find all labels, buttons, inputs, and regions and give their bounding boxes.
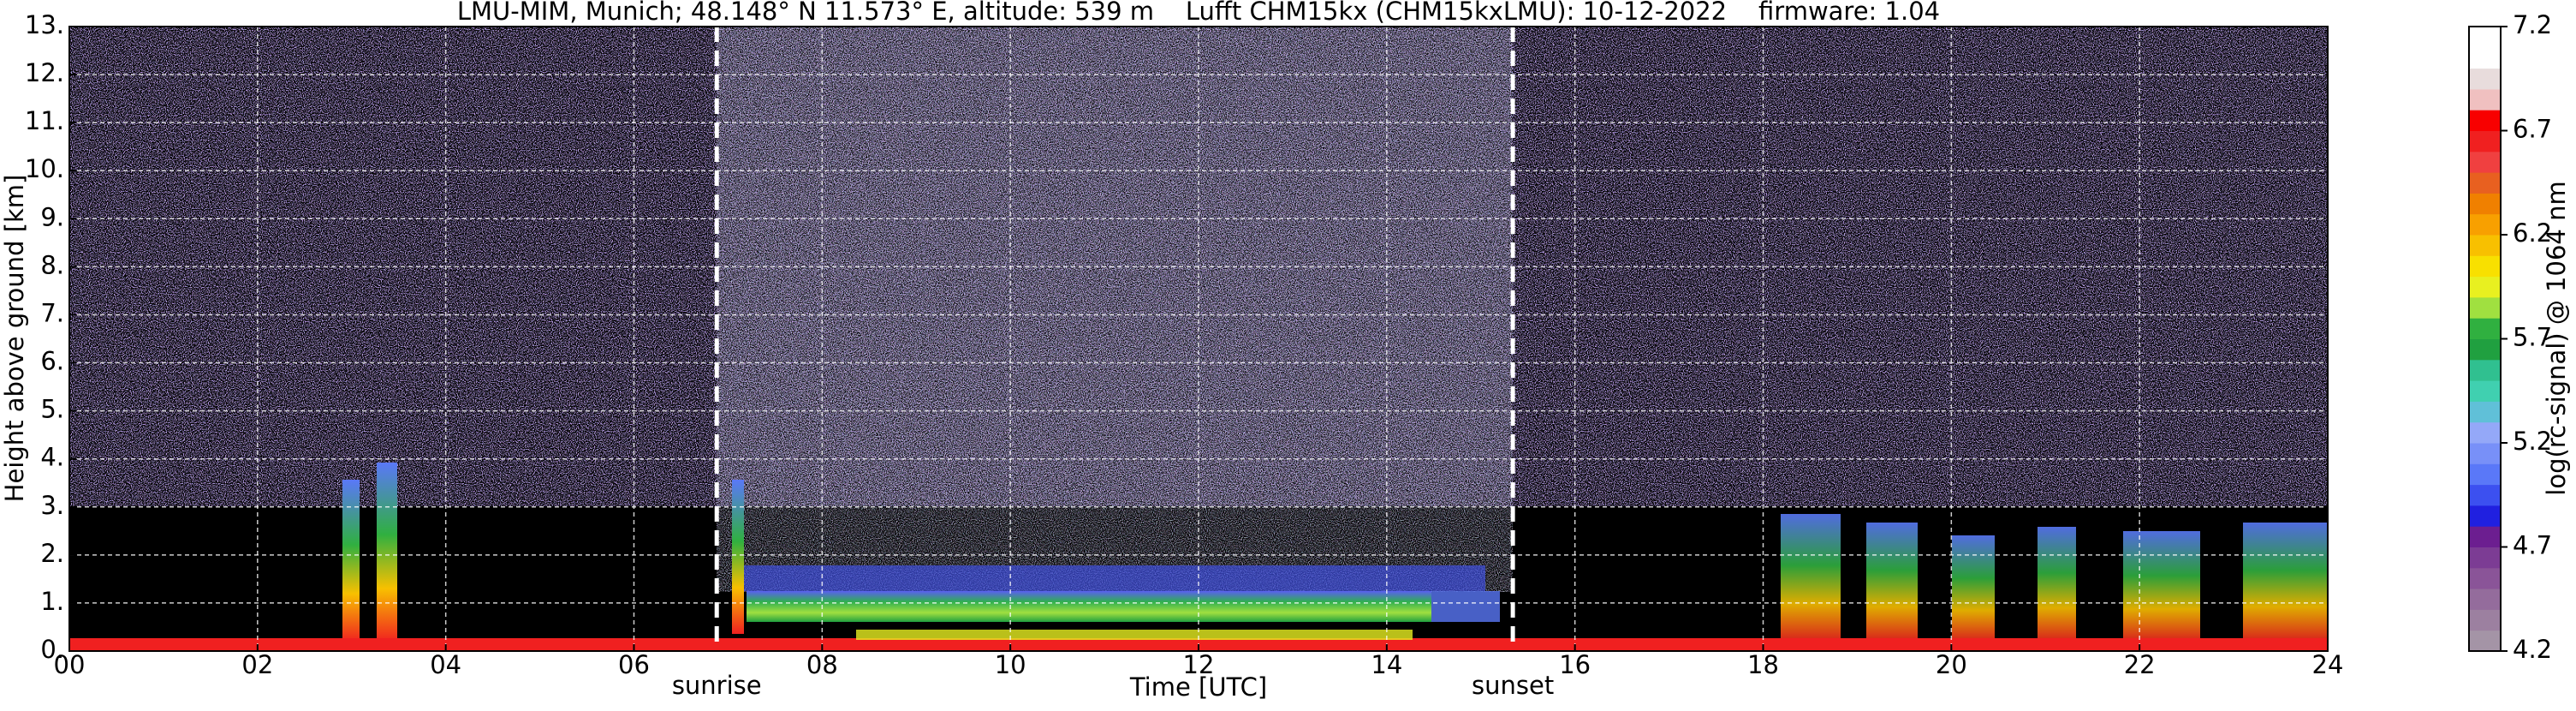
y-tick-label: 9. [40,202,64,231]
colorbar-swatch [2469,547,2501,569]
y-tick-label: 2. [40,539,64,568]
colorbar-swatch [2469,172,2501,194]
colorbar-swatch [2469,110,2501,131]
colorbar-swatch [2469,130,2501,152]
colorbar-swatch [2469,296,2501,319]
colorbar-swatch [2469,318,2501,339]
colorbar-tick-label: 6.2 [2513,218,2552,248]
x-tick-label: 14 [1371,650,1402,679]
colorbar-swatch [2469,505,2501,527]
annotation-label: sunset [1472,671,1554,700]
colorbar-swatch [2469,68,2501,90]
x-tick-label: 12 [1183,650,1215,679]
colorbar-swatch [2469,589,2501,610]
y-tick-label: 6. [40,347,64,376]
plot-frame [68,26,2329,652]
x-tick-label: 02 [241,650,273,679]
colorbar-swatch [2469,484,2501,506]
colorbar-swatch [2469,567,2501,589]
colorbar-swatch [2469,276,2501,298]
y-tick-label: 12. [25,58,64,87]
colorbar-swatch [2469,380,2501,402]
x-tick-label: 04 [430,650,461,679]
colorbar-swatch [2469,88,2501,111]
colorbar-tick-label: 5.2 [2513,427,2552,456]
y-tick-label: 0. [40,635,64,664]
colorbar-swatch [2469,359,2501,381]
x-tick-label: 22 [2124,650,2156,679]
x-tick-label: 00 [54,650,86,679]
colorbar-swatch [2469,630,2501,652]
x-tick-label: 10 [995,650,1026,679]
y-tick-label: 11. [25,106,64,135]
colorbar-label: log(rc-signal) @ 1064 nm [2542,181,2571,495]
axes: 0. 1. 2. 3. 4. 5. 6. 7. 8. 9. 10. 11. 12. 13. 00 02 04 06… [25,10,2552,700]
colorbar-swatch [2469,609,2501,631]
colorbar-swatch [2469,526,2501,547]
x-tick-label: 24 [2312,650,2344,679]
x-tick-label: 16 [1559,650,1591,679]
colorbar-swatch [2469,213,2501,236]
y-tick-label: 13. [25,10,64,39]
colorbar-tick-label: 6.7 [2513,115,2552,144]
y-tick-label: 1. [40,587,64,616]
colorbar-tick-label: 7.2 [2513,10,2552,39]
x-tick-label: 20 [1936,650,1967,679]
annotation-label: sunrise [672,671,762,700]
y-tick-label: 4. [40,443,64,472]
colorbar-swatch [2469,27,2501,48]
x-axis-label: Time [UTC] [1129,672,1267,702]
chart-title: LMU-MIM, Munich; 48.148° N 11.573° E, al… [457,0,1940,26]
colorbar-swatch [2469,443,2501,464]
x-tick-label: 18 [1747,650,1779,679]
y-tick-label: 5. [40,395,64,424]
x-tick-label: 08 [806,650,838,679]
y-tick-label: 7. [40,298,64,327]
y-tick-label: 8. [40,250,64,279]
colorbar-swatch [2469,235,2501,256]
y-tick-label: 10. [25,154,64,183]
colorbar-tick-label: 4.7 [2513,531,2552,560]
colorbar-swatch [2469,401,2501,423]
colorbar-swatch [2469,255,2501,278]
colorbar-swatch [2469,338,2501,361]
colorbar-swatch [2469,421,2501,444]
x-tick-label: 06 [618,650,650,679]
colorbar-tick-label: 4.2 [2513,635,2552,664]
colorbar-swatch [2469,193,2501,215]
y-axis-label: Height above ground [km] [0,175,29,503]
y-tick-label: 3. [40,491,64,520]
colorbar-tick-label: 5.7 [2513,323,2552,352]
colorbar-swatch [2469,463,2501,486]
colorbar-swatch [2469,47,2501,69]
colorbar-swatch [2469,151,2501,173]
